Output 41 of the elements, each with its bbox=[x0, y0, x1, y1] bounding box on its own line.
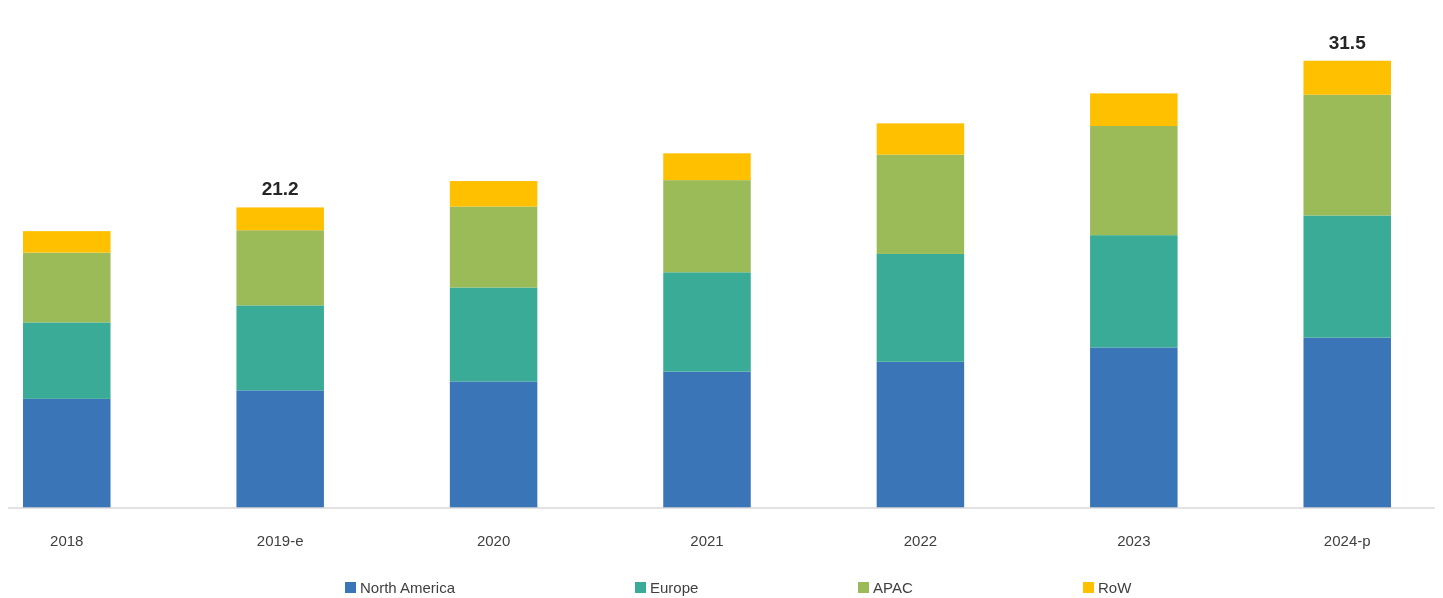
bar bbox=[236, 390, 324, 508]
bar bbox=[1090, 126, 1178, 236]
bar bbox=[663, 180, 751, 273]
bar bbox=[663, 153, 751, 181]
bar bbox=[449, 181, 538, 207]
bar bbox=[236, 230, 324, 306]
legend-label: North America bbox=[360, 579, 456, 596]
bar bbox=[1303, 215, 1391, 338]
bar bbox=[449, 287, 538, 382]
bar bbox=[23, 398, 111, 508]
x-tick-label: 2024-p bbox=[1323, 532, 1371, 549]
bar bbox=[23, 322, 111, 399]
bar bbox=[1303, 60, 1391, 95]
bar bbox=[876, 361, 965, 508]
bar bbox=[876, 253, 965, 362]
legend-label: APAC bbox=[873, 579, 913, 596]
bar bbox=[1303, 94, 1391, 216]
bar bbox=[1303, 337, 1391, 508]
x-tick-label: 2021 bbox=[690, 532, 724, 549]
bar bbox=[23, 252, 111, 323]
x-tick-label: 2022 bbox=[903, 532, 938, 549]
legend-label: RoW bbox=[1098, 579, 1133, 596]
x-tick-label: 2018 bbox=[50, 532, 84, 549]
bar bbox=[1090, 93, 1178, 127]
bar bbox=[663, 272, 751, 372]
x-tick-label: 2023 bbox=[1117, 532, 1151, 549]
annotation: 21.2 bbox=[261, 178, 299, 200]
bar bbox=[449, 206, 538, 288]
bar bbox=[236, 305, 324, 391]
bar bbox=[1090, 347, 1178, 508]
bar bbox=[236, 207, 324, 231]
legend-label: Europe bbox=[650, 579, 699, 596]
annotation: 31.5 bbox=[1328, 31, 1367, 53]
bar bbox=[23, 231, 111, 253]
x-tick-label: 2019-e bbox=[256, 532, 304, 549]
bar bbox=[449, 381, 538, 508]
bar bbox=[1090, 235, 1178, 348]
bar bbox=[663, 371, 751, 508]
bar bbox=[876, 154, 965, 254]
bar bbox=[876, 123, 965, 155]
x-tick-label: 2020 bbox=[476, 532, 511, 549]
